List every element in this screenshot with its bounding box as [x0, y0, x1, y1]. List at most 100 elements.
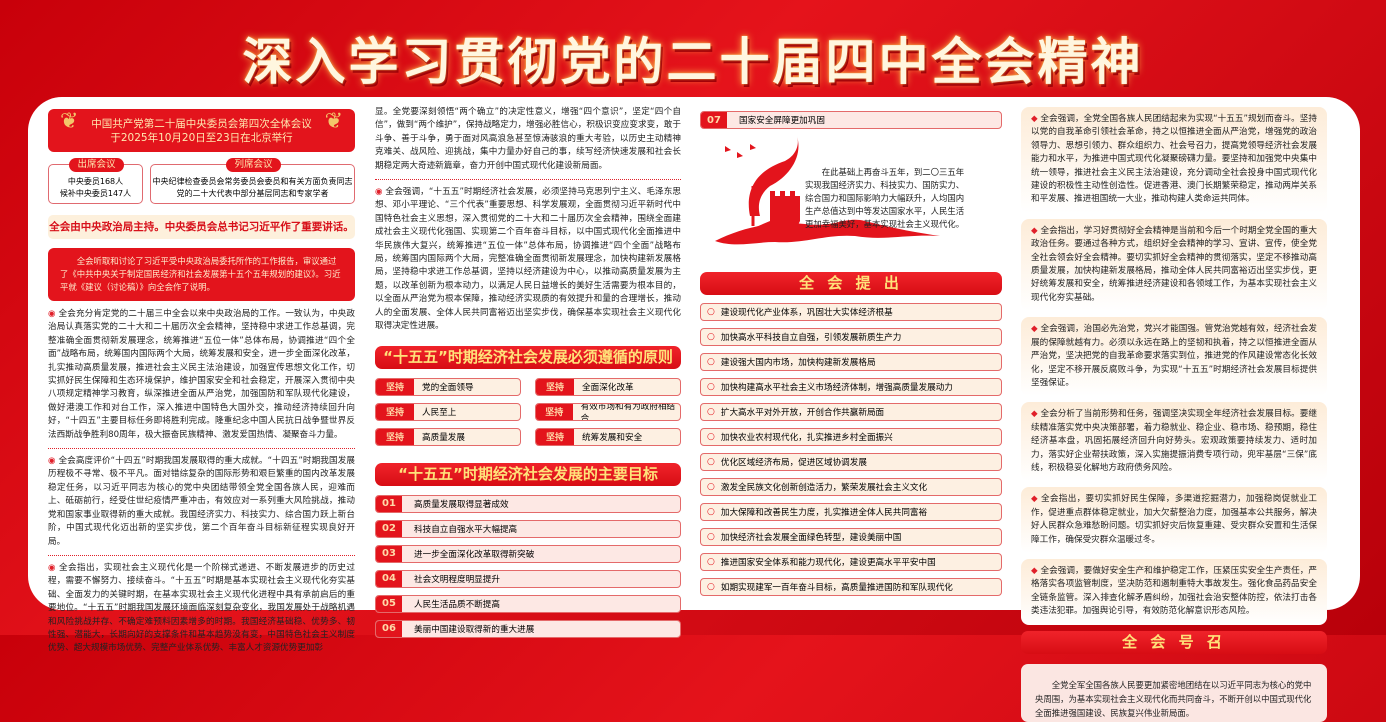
principle-tag: 坚持 — [536, 428, 574, 445]
goal-number: 06 — [376, 620, 402, 637]
goal-text: 人民生活品质不断提高 — [414, 599, 500, 610]
requirement-card: ◆ 全会指出，要切实抓好民生保障，多渠道挖掘潜力，加强稳岗促就业工作，促进重点群… — [1021, 487, 1327, 553]
goals-heading: “十五五”时期经济社会发展的主要目标 — [375, 462, 681, 486]
proposal-text: 推进国家安全体系和能力现代化，建设更高水平平安中国 — [720, 558, 936, 568]
ring-bullet-icon: ○ — [707, 557, 715, 567]
goal-text: 国家安全屏障更加巩固 — [739, 116, 825, 126]
great-wall-illustration — [715, 136, 940, 245]
principle-row: 坚持 高质量发展 — [375, 427, 521, 446]
proposal-row: ○ 加快经济社会发展全面绿色转型，建设美丽中国 — [700, 528, 1002, 546]
proposal-text: 加快构建高水平社会主义市场经济体制，增强高质量发展动力 — [720, 383, 953, 393]
proposal-row: ○ 建设强大国内市场，加快构建新发展格局 — [700, 353, 1002, 371]
banner-line-2: 于2025年10月20日至23日在北京举行 — [110, 132, 293, 144]
proposal-row: ○ 激发全民族文化创新创造活力，繁荣发展社会主义文化 — [700, 478, 1002, 496]
observe-label: 列席会议 — [226, 158, 281, 172]
goal-number: 01 — [376, 495, 402, 512]
diamond-bullet-icon: ◆ — [1031, 409, 1041, 420]
goal-number: 03 — [376, 545, 402, 562]
proposal-text: 加快经济社会发展全面绿色转型，建设美丽中国 — [720, 533, 902, 543]
observe-line: 党的二十大代表中部分基层同志和专家学者 — [176, 189, 329, 198]
laurel-left-icon: ❦ — [60, 109, 79, 134]
principle-text: 党的全面领导 — [422, 382, 474, 393]
goal-row: 02 科技自立自强水平大幅提高 — [375, 519, 681, 538]
principle-row: 坚持 有效市场和有为政府相结合 — [535, 402, 681, 421]
diamond-bullet-icon: ◆ — [1031, 565, 1041, 576]
highlight-banner: 全会由中央政治局主持。中央委员会总书记习近平作了重要讲话。 — [48, 215, 355, 239]
goal-number: 05 — [376, 595, 402, 612]
principle-row: 坚持 人民至上 — [375, 402, 521, 421]
divider — [375, 179, 681, 181]
principle-row: 坚持 全面深化改革 — [535, 377, 681, 396]
divider — [48, 448, 355, 450]
principle-tag: 坚持 — [536, 403, 573, 420]
principle-tag: 坚持 — [376, 428, 414, 445]
proposal-text: 加快农业农村现代化，扎实推进乡村全面振兴 — [720, 433, 893, 443]
goal-text: 科技自立自强水平大幅提高 — [414, 524, 518, 535]
call-text: 全党全军全国各族人民要更加紧密地团结在以习近平同志为核心的党中央周围，为基本实现… — [1021, 663, 1327, 722]
paragraph: ◉ 全会充分肯定党的二十届三中全会以来中央政治局的工作。一致认为，中央政治局认真… — [48, 309, 355, 440]
requirement-card: ◆ 全会指出，学习好贯彻好全会精神是当前和今后一个时期全党全国的重大政治任务。要… — [1021, 218, 1327, 312]
proposal-text: 扩大高水平对外开放，开创合作共赢新局面 — [720, 408, 885, 418]
attend-box: 出席会议 中央委员168人 候补中央委员147人 — [48, 158, 143, 204]
goal-row: 03 进一步全面深化改革取得新突破 — [375, 544, 681, 563]
ring-bullet-icon: ○ — [707, 582, 715, 592]
principles-grid: 坚持 党的全面领导 坚持 全面深化改革 坚持 人民至上 坚持 有效市场和有为政府相结合 坚持 高质… — [375, 377, 681, 453]
diamond-bullet-icon: ◆ — [1031, 225, 1041, 236]
ring-bullet-icon: ○ — [707, 357, 715, 367]
proposal-text: 激发全民族文化创新创造活力，繁荣发展社会主义文化 — [720, 483, 928, 493]
proposals-list: ○ 建设现代化产业体系，巩固壮大实体经济根基 ○ 加快高水平科技自立自强，引领发展新质… — [700, 303, 1002, 596]
content-panel: ❦ 中国共产党第二十届中央委员会第四次全体会议 于2025年10月20日至23日… — [28, 97, 1360, 722]
proposal-row: ○ 如期实现建军一百年奋斗目标，高质量推进国防和军队现代化 — [700, 578, 1002, 596]
proposal-text: 优化区域经济布局，促进区域协调发展 — [720, 458, 867, 468]
report-box: 全会听取和讨论了习近平受中央政治局委托所作的工作报告，审议通过了《中共中央关于制… — [48, 248, 355, 301]
vision-text: 在此基础上再奋斗五年，到二〇三五年实现我国经济实力、科技实力、国防实力、综合国力… — [805, 167, 965, 229]
goal-text: 美丽中国建设取得新的重大进展 — [414, 624, 535, 635]
goal-number: 04 — [376, 570, 402, 587]
bullet-icon: ◉ — [48, 562, 60, 573]
principle-tag: 坚持 — [376, 378, 414, 395]
goal-text: 进一步全面深化改革取得新突破 — [414, 549, 535, 560]
proposal-row: ○ 推进国家安全体系和能力现代化，建设更高水平平安中国 — [700, 553, 1002, 571]
column-proposals: 07 国家安全屏障更加巩固 在此基础上再奋斗五年，到二〇三五年实现我国经济实力、… — [700, 97, 1002, 603]
bullet-icon: ◉ — [48, 456, 59, 467]
principle-text: 全面深化改革 — [582, 382, 634, 393]
goals-list: 01 高质量发展取得显著成效 02 科技自立自强水平大幅提高 03 进一步全面深化改革取得… — [375, 494, 681, 638]
ring-bullet-icon: ○ — [707, 532, 715, 542]
vision-section: 在此基础上再奋斗五年，到二〇三五年实现我国经济实力、科技实力、国防实力、综合国力… — [700, 136, 1002, 256]
ring-bullet-icon: ○ — [707, 457, 715, 467]
ring-bullet-icon: ○ — [707, 307, 715, 317]
proposal-text: 加快高水平科技自立自强，引领发展新质生产力 — [720, 333, 902, 343]
observe-line: 中央纪律检查委员会常务委员会委员和有关方面负责同志 — [152, 177, 353, 186]
attend-line: 候补中央委员147人 — [59, 189, 132, 198]
requirement-card: ◆ 全会强调，要做好安全生产和维护稳定工作，压紧压实安全生产责任，严格落实各项监… — [1021, 558, 1327, 625]
goal-number: 07 — [701, 112, 727, 128]
ring-bullet-icon: ○ — [707, 432, 715, 442]
goal-text: 社会文明程度明显提升 — [414, 574, 500, 585]
principle-tag: 坚持 — [376, 403, 414, 420]
requirement-card: ◆ 全会强调，治国必先治党，党兴才能国强。管党治党越有效，经济社会发展的保障就越… — [1021, 317, 1327, 397]
divider — [48, 554, 355, 556]
proposal-text: 加大保障和改善民生力度，扎实推进全体人民共同富裕 — [720, 508, 928, 518]
bullet-icon: ◉ — [375, 187, 386, 198]
principle-text: 有效市场和有为政府相结合 — [580, 402, 676, 421]
proposal-row: ○ 加大保障和改善民生力度，扎实推进全体人民共同富裕 — [700, 503, 1002, 521]
page-title: 深入学习贯彻党的二十届四中全会精神 — [242, 33, 1144, 91]
paragraph: ◉ 全会指出，实现社会主义现代化是一个阶梯式递进、不断发展进步的历史过程，需要不… — [48, 562, 355, 654]
principle-text: 人民至上 — [422, 407, 457, 418]
bullet-icon: ◉ — [48, 309, 59, 319]
column-meeting-info: ❦ 中国共产党第二十届中央委员会第四次全体会议 于2025年10月20日至23日… — [48, 97, 355, 654]
principle-text: 高质量发展 — [422, 432, 465, 443]
principle-text: 统筹发展和安全 — [582, 432, 643, 443]
goal-row: 07 国家安全屏障更加巩固 — [700, 111, 1002, 129]
ring-bullet-icon: ○ — [707, 507, 715, 517]
goal-row: 01 高质量发展取得显著成效 — [375, 494, 681, 513]
diamond-bullet-icon: ◆ — [1031, 114, 1041, 124]
goal-text: 高质量发展取得显著成效 — [414, 499, 509, 510]
proposal-row: ○ 建设现代化产业体系，巩固壮大实体经济根基 — [700, 303, 1002, 321]
proposal-text: 如期实现建军一百年奋斗目标，高质量推进国防和军队现代化 — [720, 583, 953, 593]
proposal-row: ○ 加快构建高水平社会主义市场经济体制，增强高质量发展动力 — [700, 378, 1002, 396]
goal-row: 05 人民生活品质不断提高 — [375, 594, 681, 613]
goal-number: 02 — [376, 520, 402, 537]
attend-line: 中央委员168人 — [67, 177, 124, 186]
observe-box: 列席会议 中央纪律检查委员会常务委员会委员和有关方面负责同志 党的二十大代表中部… — [150, 158, 355, 204]
